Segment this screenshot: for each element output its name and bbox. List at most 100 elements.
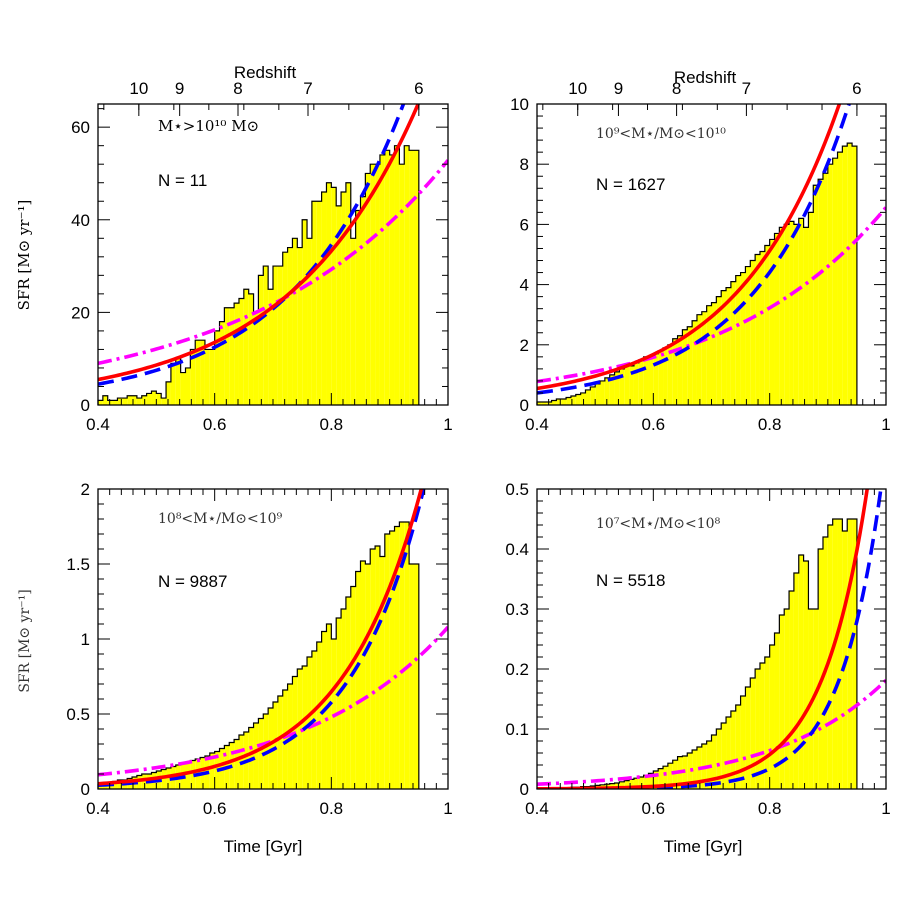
count-label: N = 9887 [158, 572, 227, 591]
histogram-bar [302, 219, 308, 405]
histogram-bar [175, 358, 181, 405]
y-tick-label: 0.5 [505, 480, 529, 499]
histogram-bar [273, 266, 278, 405]
histogram-bar [190, 760, 196, 789]
histogram-bar [248, 293, 254, 405]
histogram-bar [365, 173, 371, 405]
y-tick-label: 4 [520, 276, 529, 295]
histogram-bar [316, 201, 322, 405]
histogram-bar [716, 729, 722, 789]
histogram-bar [384, 150, 390, 405]
histogram-bar [316, 642, 322, 789]
histogram-bar [852, 146, 857, 405]
histogram-bar [779, 615, 785, 789]
histogram-outline [536, 142, 858, 405]
histogram-bar [238, 298, 244, 405]
histogram-bar [580, 392, 586, 405]
magenta-dashdot-fit-curve [537, 206, 886, 384]
y-tick-label: 8 [520, 155, 529, 174]
histogram-bar [818, 549, 823, 789]
model-curves [98, 489, 448, 788]
histogram-bar [326, 182, 332, 405]
histogram-bar [847, 519, 853, 789]
histogram-bar [667, 344, 673, 405]
histogram-bar [798, 555, 804, 789]
histogram-bar [321, 191, 327, 405]
histogram-outline [97, 145, 420, 405]
histogram-bar [633, 362, 639, 405]
histogram-bar [726, 287, 731, 405]
y-tick-label: 0 [520, 780, 529, 799]
histogram-bar [204, 349, 210, 405]
histogram-bar [658, 768, 664, 789]
histogram-bar [253, 312, 259, 405]
histogram-bar [793, 573, 799, 789]
y-tick-label: 0 [81, 396, 90, 415]
histogram-bar [132, 395, 137, 405]
histogram-bar [185, 367, 191, 405]
histogram-bar [394, 526, 400, 789]
histogram-bar [156, 393, 162, 405]
magenta-dashdot-fit-curve [98, 625, 448, 777]
histogram-bar [672, 760, 678, 789]
histogram-bar [837, 152, 843, 405]
axes: 0.4 0.6 0.8 1 0 0.1 0.2 0.3 0.4 0.5 [505, 480, 890, 818]
histogram-bar [379, 556, 385, 789]
x-tick-label: 0.4 [525, 799, 549, 818]
redshift-tick-label: 7 [303, 79, 312, 98]
y-tick-label: 60 [71, 118, 90, 137]
histogram-bar [570, 395, 576, 405]
histogram-bar [413, 150, 419, 405]
histogram-bar [311, 201, 317, 405]
histogram-bar [379, 154, 385, 405]
panel-mass-1e7-1e8: 0.4 0.6 0.8 1 0 0.1 0.2 0.3 0.4 0.5 10⁷<M⋆/M⊙<10⁸… [505, 480, 890, 856]
histogram-bar [556, 398, 562, 405]
histogram-bar [360, 561, 366, 789]
histogram [536, 518, 858, 789]
histogram-bar [190, 349, 196, 405]
histogram-bar [682, 329, 688, 405]
axes: 0.4 0.6 0.8 1 10 9 8 7 6 0 2 4 6 8 10 [510, 79, 891, 434]
mass-range-label: 10⁹<M⋆/M⊙<10¹⁰ [596, 126, 726, 142]
histogram-bar [117, 398, 123, 405]
histogram-bar [774, 233, 780, 405]
histogram-bar [827, 164, 833, 405]
panel-mass-1e8-1e9: 0.4 0.6 0.8 1 0 0.5 1 1.5 2 10⁸<M⋆/M⊙<10⁹ N = 98… [17, 480, 453, 856]
histogram-bar [409, 150, 414, 405]
histogram-bar [706, 305, 712, 405]
y-tick-label: 2 [520, 336, 529, 355]
histogram-bar [282, 252, 288, 405]
histogram-bar [789, 591, 794, 789]
redshift-tick-label: 9 [175, 79, 184, 98]
histogram-bar [537, 401, 542, 405]
histogram [97, 145, 420, 405]
y-tick-label: 0.4 [505, 540, 529, 559]
histogram-bar [345, 182, 351, 405]
y-tick-label: 0 [81, 780, 90, 799]
y-axis-title: SFR [M⊙ yr⁻¹] [15, 200, 33, 311]
histogram-bar [551, 400, 557, 405]
histogram-bar [696, 314, 702, 405]
histogram-bar [648, 773, 654, 789]
histogram-bar [297, 669, 303, 789]
histogram-bar [755, 254, 760, 405]
histogram-bar [663, 766, 668, 789]
histogram-bar [331, 187, 337, 405]
histogram-bar [277, 266, 283, 405]
histogram-bar [590, 386, 596, 405]
blue-dashed-fit-curve [537, 104, 851, 395]
histogram-bar [750, 260, 756, 405]
redshift-tick-label: 6 [852, 79, 861, 98]
histogram-bar [234, 739, 239, 789]
histogram-bar [614, 371, 620, 405]
histogram-bar [672, 338, 678, 405]
histogram-bar [170, 363, 176, 405]
histogram-bar [122, 398, 128, 405]
histogram-bar [234, 303, 239, 405]
histogram-bar [653, 771, 659, 789]
histogram-bar [404, 522, 410, 789]
count-label: N = 1627 [596, 175, 665, 194]
redshift-tick-label: 10 [129, 79, 148, 98]
top-axis-title: Redshift [234, 63, 297, 82]
